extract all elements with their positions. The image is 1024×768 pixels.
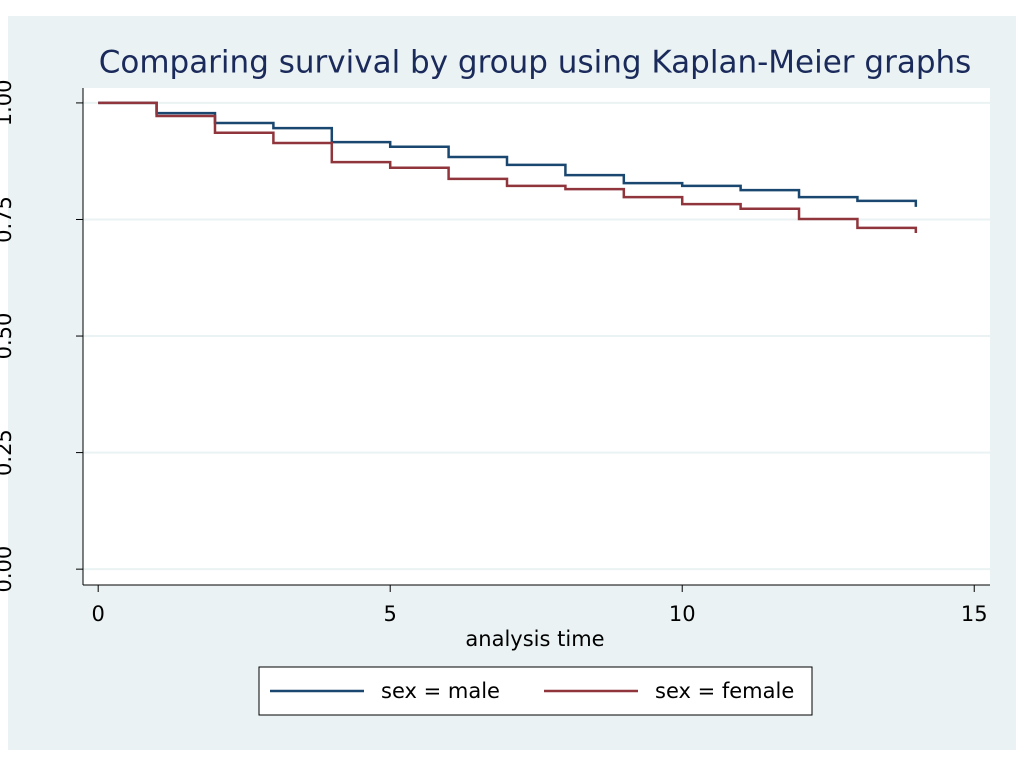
y-tick-label: 0.75 bbox=[0, 196, 16, 243]
y-tick-label: 1.00 bbox=[0, 80, 16, 127]
x-axis-label: analysis time bbox=[465, 627, 604, 651]
y-tick-label: 0.00 bbox=[0, 546, 16, 593]
y-tick-label: 0.50 bbox=[0, 313, 16, 360]
x-tick-label: 10 bbox=[669, 602, 696, 626]
survival-line bbox=[98, 101, 918, 233]
x-tick-label: 15 bbox=[961, 602, 988, 626]
legend-label: sex = female bbox=[655, 679, 794, 703]
x-tick-label: 5 bbox=[384, 602, 397, 626]
legend-label: sex = male bbox=[381, 679, 500, 703]
chart-title: Comparing survival by group using Kaplan… bbox=[99, 45, 972, 81]
survival-line bbox=[98, 101, 918, 207]
x-tick-label: 0 bbox=[91, 602, 104, 626]
y-tick-label: 0.25 bbox=[0, 429, 16, 476]
